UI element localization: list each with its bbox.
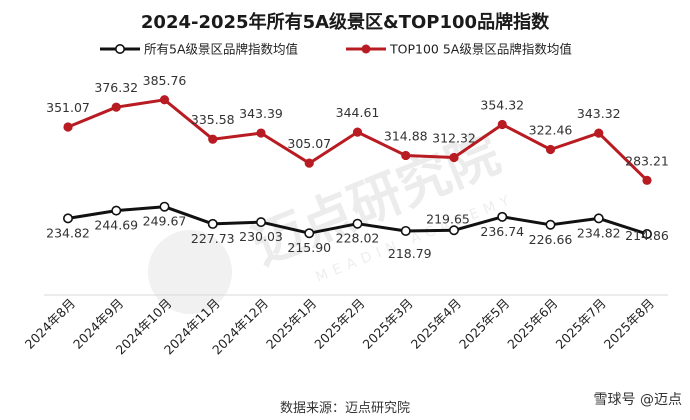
chart-title: 2024-2025年所有5A级景区&TOP100品牌指数 bbox=[141, 11, 550, 33]
source-note: 数据来源：迈点研究院 bbox=[280, 401, 410, 416]
data-point bbox=[111, 205, 122, 216]
data-point bbox=[159, 201, 170, 212]
data-label: 219.65 bbox=[426, 211, 470, 226]
data-label: 354.32 bbox=[480, 97, 524, 112]
data-label: 312.32 bbox=[432, 130, 476, 145]
data-label: 218.79 bbox=[388, 246, 432, 261]
x-tick-label: 2025年7月 bbox=[552, 296, 608, 352]
data-point bbox=[401, 150, 411, 161]
data-label: 385.76 bbox=[143, 73, 187, 88]
data-point bbox=[159, 95, 170, 105]
data-label: 230.03 bbox=[239, 229, 283, 244]
data-label: 236.74 bbox=[480, 224, 524, 239]
data-point bbox=[256, 128, 266, 138]
data-point bbox=[449, 152, 459, 163]
data-label: 234.82 bbox=[577, 225, 621, 240]
x-tick-label: 2025年4月 bbox=[408, 296, 464, 352]
data-point bbox=[62, 213, 73, 224]
data-label: 314.88 bbox=[384, 128, 428, 143]
x-tick-label: 2025年6月 bbox=[504, 296, 560, 352]
data-point bbox=[352, 127, 363, 137]
data-label: 351.07 bbox=[46, 100, 90, 115]
data-point bbox=[497, 211, 508, 222]
data-point bbox=[352, 218, 363, 229]
corner-mark: 雪球号 @迈点 bbox=[594, 392, 682, 408]
data-point bbox=[208, 134, 218, 144]
data-point bbox=[304, 158, 314, 168]
data-label: 344.61 bbox=[336, 105, 380, 120]
data-label: 305.07 bbox=[287, 136, 331, 151]
data-label: 335.58 bbox=[191, 112, 235, 127]
data-label: 283.21 bbox=[625, 153, 669, 168]
data-label: 228.02 bbox=[336, 231, 380, 246]
data-label: 343.39 bbox=[239, 106, 283, 121]
data-label: 227.73 bbox=[191, 231, 235, 246]
x-tick-label: 2025年5月 bbox=[456, 296, 512, 352]
series-1: 351.07 376.32 385.76 335.58 343.39 305.07 344.… bbox=[46, 73, 669, 185]
data-point bbox=[594, 128, 604, 138]
legend-marker-top100 bbox=[361, 44, 371, 54]
data-label: 322.46 bbox=[529, 122, 573, 137]
data-point bbox=[304, 228, 315, 239]
data-label: 376.32 bbox=[94, 80, 138, 95]
legend-item-all: 所有5A级景区品牌指数均值 bbox=[100, 42, 298, 57]
legend-label-top100: TOP100 5A级景区品牌指数均值 bbox=[389, 42, 572, 57]
data-point bbox=[593, 213, 604, 224]
data-label: 249.67 bbox=[143, 214, 187, 229]
data-point bbox=[545, 219, 556, 230]
watermark-logo bbox=[148, 230, 232, 314]
data-point bbox=[63, 122, 73, 132]
data-point bbox=[641, 229, 652, 240]
legend: 所有5A级景区品牌指数均值 TOP100 5A级景区品牌指数均值 bbox=[100, 42, 572, 57]
data-point bbox=[400, 225, 411, 236]
data-point bbox=[448, 225, 459, 236]
x-tick-label: 2024年8月 bbox=[22, 296, 78, 352]
series-0: 234.82 244.69 249.67 227.73 230.03 215.90 228.… bbox=[46, 201, 669, 261]
data-label: 343.32 bbox=[577, 106, 621, 121]
data-point bbox=[642, 175, 652, 185]
legend-label-all: 所有5A级景区品牌指数均值 bbox=[144, 42, 298, 57]
data-point bbox=[497, 119, 507, 130]
data-label: 234.82 bbox=[46, 225, 90, 240]
data-point bbox=[111, 102, 121, 112]
x-tick-label: 2025年3月 bbox=[359, 296, 415, 352]
data-point bbox=[545, 144, 556, 155]
legend-item-top100: TOP100 5A级景区品牌指数均值 bbox=[346, 42, 572, 57]
data-label: 226.66 bbox=[529, 232, 573, 247]
data-label: 244.69 bbox=[94, 218, 138, 233]
x-tick-label: 2025年1月 bbox=[263, 296, 319, 352]
data-point bbox=[207, 218, 218, 229]
data-point bbox=[255, 217, 266, 228]
data-label: 215.90 bbox=[287, 240, 331, 255]
x-tick-label: 2025年2月 bbox=[311, 296, 367, 352]
x-tick-labels: 2024年8月2024年9月2024年10月2024年11月2024年12月20… bbox=[22, 296, 657, 358]
legend-marker-all bbox=[115, 43, 126, 54]
series-layer: 234.82 244.69 249.67 227.73 230.03 215.90 228.… bbox=[46, 73, 669, 261]
x-tick-label: 2025年8月 bbox=[601, 296, 657, 352]
data-label: 214.86 bbox=[625, 228, 669, 243]
